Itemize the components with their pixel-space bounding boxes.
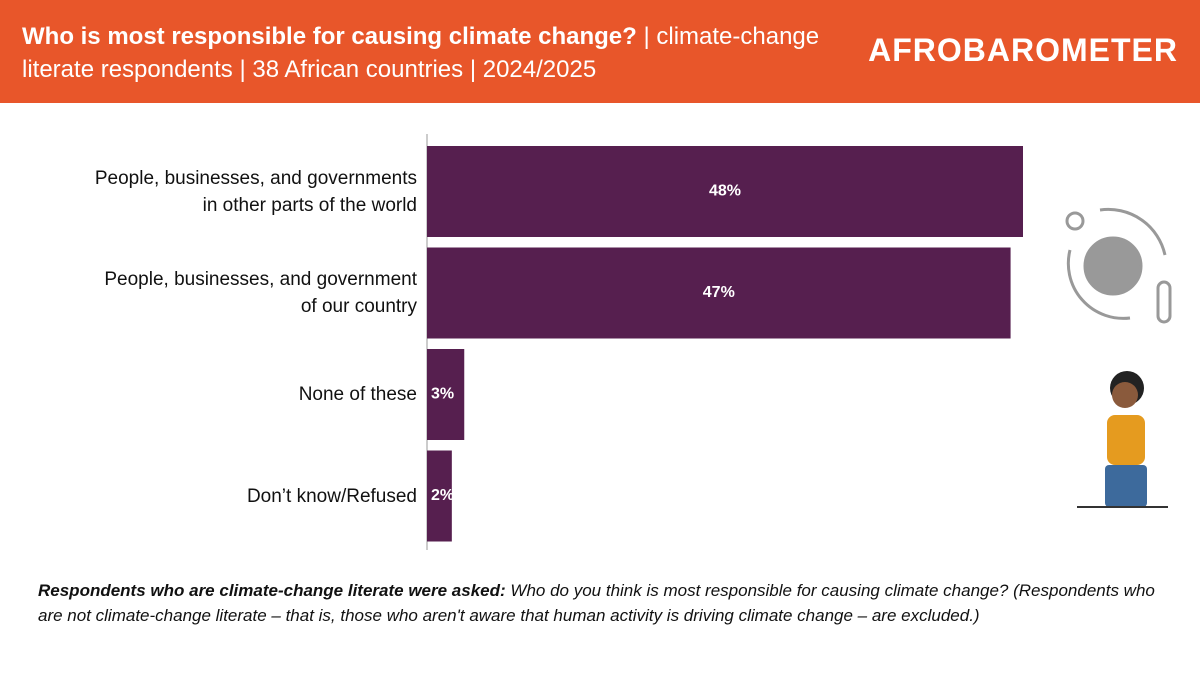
category-label: People, businesses, and government of ou… (104, 269, 417, 317)
chart-title: Who is most responsible for causing clim… (22, 20, 882, 86)
value-label: 3% (431, 386, 454, 403)
bar (427, 450, 452, 542)
category-label: Don’t know/Refused (246, 485, 417, 507)
category-label: None of these (298, 384, 417, 405)
value-label: 2% (431, 487, 454, 504)
bar (427, 349, 465, 440)
category-label: People, businesses, and governments in o… (94, 167, 417, 216)
bar (427, 247, 1011, 339)
bar (427, 146, 1023, 237)
title-main: Who is most responsible for causing clim… (22, 23, 637, 50)
subtitle: | climate-change literate respondents | … (22, 23, 820, 83)
climate-icon (1065, 207, 1172, 324)
logo: AFROBAROMETER (868, 32, 1178, 68)
person-illustration (1077, 371, 1168, 508)
note-text: Who do you think is most responsible for… (38, 581, 1155, 625)
value-label: 48% (709, 183, 741, 200)
note-label: Respondents who are climate-change liter… (38, 581, 506, 600)
footnote: Respondents who are climate-change liter… (38, 578, 1168, 628)
header-band (0, 0, 1200, 103)
value-label: 47% (703, 284, 735, 301)
